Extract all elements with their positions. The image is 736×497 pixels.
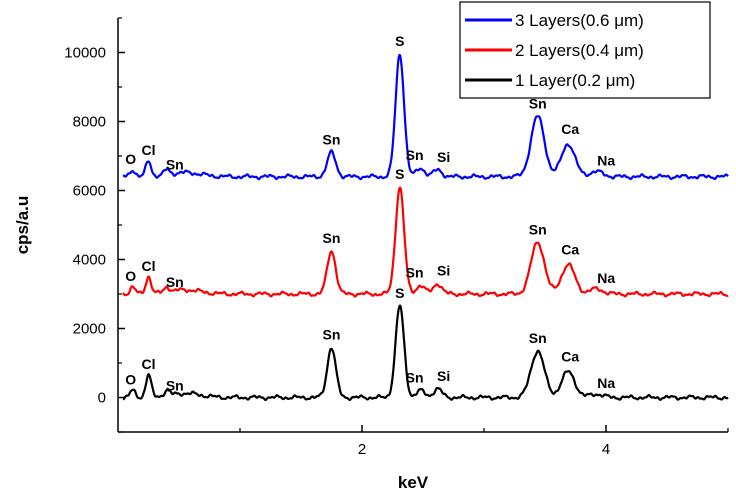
- peak-label-si: Si: [437, 149, 450, 165]
- legend: 3 Layers(0.6 μm) 2 Layers(0.4 μm) 1 Layer(…: [459, 1, 711, 99]
- peak-label-sn: Sn: [166, 157, 184, 173]
- peak-label-sn: Sn: [323, 230, 341, 246]
- x-axis-title: keV: [398, 473, 429, 492]
- series-line-2: [122, 186, 729, 298]
- peak-label-si: Si: [437, 263, 450, 279]
- peak-label-si: Si: [437, 368, 450, 384]
- y-tick-label: 0: [98, 390, 106, 407]
- peak-label-sn: Sn: [406, 264, 424, 280]
- series-lines: [122, 53, 729, 402]
- peak-label-sn: Sn: [166, 377, 184, 393]
- peak-label-ca: Ca: [561, 121, 579, 137]
- peak-label-ca: Ca: [561, 242, 579, 258]
- peak-label-sn: Sn: [529, 330, 547, 346]
- legend-label-1: 3 Layers(0.6 μm): [515, 11, 644, 30]
- peak-label-sn: Sn: [406, 147, 424, 163]
- peak-label-sn: Sn: [166, 274, 184, 290]
- legend-label-2: 2 Layers(0.4 μm): [515, 41, 644, 60]
- axes: 0 2000 4000 6000 8000 10000 2 4 keV cps/a.u: [13, 17, 729, 492]
- x-tick-label: 4: [602, 441, 610, 458]
- y-tick-label: 10000: [64, 45, 106, 62]
- series-line-3: [122, 304, 729, 402]
- y-tick-label: 2000: [73, 321, 106, 338]
- peak-label-s: S: [395, 33, 404, 49]
- peak-label-o: O: [125, 268, 136, 284]
- y-tick-label: 6000: [73, 183, 106, 200]
- peak-label-sn: Sn: [406, 370, 424, 386]
- peak-label-sn: Sn: [323, 132, 341, 148]
- peak-label-s: S: [395, 166, 404, 182]
- peak-label-na: Na: [597, 270, 615, 286]
- peak-label-ca: Ca: [561, 349, 579, 365]
- peak-label-na: Na: [597, 375, 615, 391]
- legend-label-3: 1 Layer(0.2 μm): [515, 71, 635, 90]
- peak-label-sn: Sn: [323, 326, 341, 342]
- peak-label-cl: Cl: [142, 356, 156, 372]
- x-tick-label: 2: [358, 441, 366, 458]
- peak-label-s: S: [395, 285, 404, 301]
- peak-label-o: O: [125, 151, 136, 167]
- y-tick-label: 4000: [73, 252, 106, 269]
- peak-label-o: O: [125, 372, 136, 388]
- y-axis-title: cps/a.u: [13, 196, 32, 255]
- series-line-1: [122, 53, 729, 181]
- peak-label-cl: Cl: [142, 258, 156, 274]
- peak-label-na: Na: [597, 153, 615, 169]
- peak-label-sn: Sn: [529, 95, 547, 111]
- peak-label-sn: Sn: [529, 221, 547, 237]
- peak-label-cl: Cl: [142, 142, 156, 158]
- y-tick-label: 8000: [73, 114, 106, 131]
